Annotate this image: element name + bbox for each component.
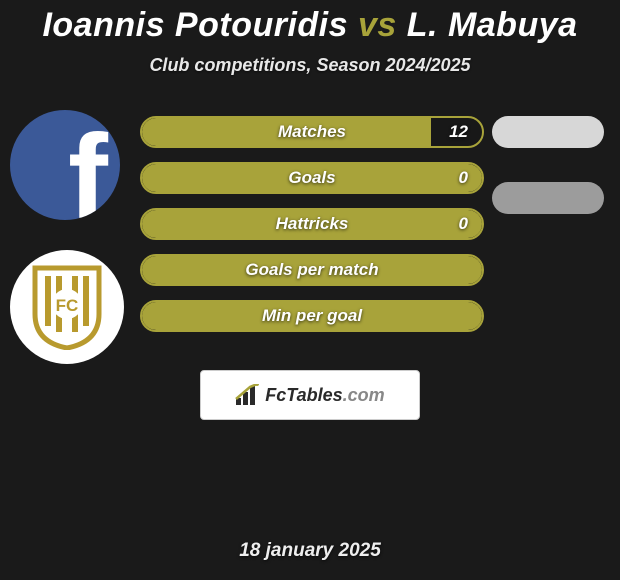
shield-icon: FC bbox=[30, 264, 104, 350]
stat-value: 0 bbox=[459, 168, 468, 188]
brand-domain: .com bbox=[343, 385, 385, 405]
svg-text:FC: FC bbox=[56, 296, 79, 315]
player2-name: L. Mabuya bbox=[407, 6, 578, 44]
stat-label: Hattricks bbox=[142, 214, 482, 234]
page-title: Ioannis Potouridis vs L. Mabuya bbox=[0, 0, 620, 45]
club-crest-icon: FC bbox=[10, 250, 124, 364]
stat-label: Goals per match bbox=[142, 260, 482, 280]
bars-icon bbox=[235, 384, 261, 406]
brand-badge: FcTables.com bbox=[200, 370, 420, 420]
stats-bars: Matches12Goals0Hattricks0Goals per match… bbox=[140, 116, 484, 346]
comparison-pill bbox=[492, 182, 604, 214]
brand-text: FcTables.com bbox=[265, 385, 384, 406]
infographic-card: Ioannis Potouridis vs L. Mabuya Club com… bbox=[0, 0, 620, 580]
stat-row: Goals per match bbox=[140, 254, 484, 286]
brand-name: FcTables bbox=[265, 385, 342, 405]
stat-value: 0 bbox=[459, 214, 468, 234]
stat-value: 12 bbox=[449, 122, 468, 142]
right-pills-column bbox=[492, 116, 604, 366]
stat-label: Min per goal bbox=[142, 306, 482, 326]
stat-row: Matches12 bbox=[140, 116, 484, 148]
stat-row: Hattricks0 bbox=[140, 208, 484, 240]
comparison-pill bbox=[492, 116, 604, 148]
vs-separator: vs bbox=[358, 6, 397, 44]
stat-label: Goals bbox=[142, 168, 482, 188]
subtitle: Club competitions, Season 2024/2025 bbox=[0, 55, 620, 76]
stat-row: Goals0 bbox=[140, 162, 484, 194]
stat-label: Matches bbox=[142, 122, 482, 142]
facebook-icon bbox=[10, 110, 120, 220]
stat-row: Min per goal bbox=[140, 300, 484, 332]
player1-name: Ioannis Potouridis bbox=[42, 6, 348, 44]
left-avatars-column: FC bbox=[10, 110, 130, 364]
date-label: 18 january 2025 bbox=[0, 540, 620, 562]
